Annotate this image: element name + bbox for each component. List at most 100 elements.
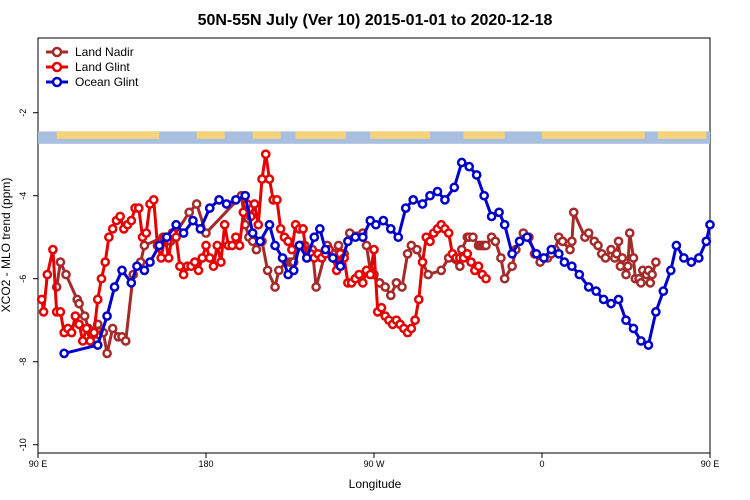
point-land-nadir-63 bbox=[455, 261, 465, 272]
point-land-nadir-94 bbox=[593, 240, 603, 251]
point-land-glint-102 bbox=[417, 257, 428, 267]
point-land-glint-43 bbox=[197, 253, 208, 263]
point-land-glint-14 bbox=[89, 327, 99, 338]
point-ocean-glint-46 bbox=[432, 186, 443, 197]
point-land-nadir-114 bbox=[647, 269, 657, 280]
land-ocean-strip bbox=[38, 131, 710, 144]
point-ocean-glint-24 bbox=[277, 253, 288, 263]
legend-land-glint-marker bbox=[51, 61, 63, 73]
point-land-glint-109 bbox=[443, 228, 454, 238]
point-land-nadir-104 bbox=[623, 261, 633, 272]
point-ocean-glint-34 bbox=[343, 236, 353, 247]
y-ticks: -2 -4 -6 -8 -10 bbox=[18, 109, 38, 451]
point-land-nadir-105 bbox=[624, 228, 635, 238]
point-ocean-glint-29 bbox=[309, 232, 320, 243]
point-ocean-glint-41 bbox=[393, 232, 404, 243]
point-land-nadir-61 bbox=[436, 265, 447, 276]
point-land-glint-91 bbox=[376, 302, 387, 313]
point-ocean-glint-16 bbox=[214, 195, 224, 205]
point-ocean-glint-0 bbox=[59, 348, 69, 359]
point-ocean-glint-70 bbox=[613, 294, 624, 305]
point-ocean-glint-33 bbox=[335, 261, 346, 272]
point-ocean-glint-36 bbox=[357, 232, 368, 243]
point-ocean-glint-74 bbox=[643, 340, 654, 350]
point-ocean-glint-83 bbox=[705, 219, 715, 230]
point-land-glint-52 bbox=[231, 232, 241, 243]
point-ocean-glint-73 bbox=[636, 336, 646, 346]
point-land-glint-42 bbox=[193, 265, 204, 276]
point-land-nadir-103 bbox=[621, 269, 631, 280]
point-ocean-glint-59 bbox=[531, 248, 542, 259]
point-land-nadir-113 bbox=[645, 278, 656, 288]
strip-land-3 bbox=[295, 131, 346, 139]
point-ocean-glint-7 bbox=[139, 265, 150, 276]
point-land-nadir-102 bbox=[617, 253, 628, 263]
point-land-nadir-31 bbox=[273, 265, 284, 276]
point-land-nadir-20 bbox=[184, 207, 195, 218]
point-land-glint-57 bbox=[249, 199, 260, 209]
point-land-glint-24 bbox=[126, 215, 137, 226]
point-land-glint-86 bbox=[357, 278, 368, 288]
point-land-glint-37 bbox=[175, 261, 185, 272]
point-land-glint-70 bbox=[298, 224, 308, 234]
point-land-glint-51 bbox=[227, 240, 237, 251]
point-land-nadir-76 bbox=[499, 273, 510, 284]
x-tick-label-2: 90 W bbox=[363, 459, 385, 469]
point-land-glint-8 bbox=[66, 327, 77, 338]
point-ocean-glint-35 bbox=[350, 232, 361, 243]
point-ocean-glint-75 bbox=[651, 307, 661, 317]
series-layer bbox=[36, 149, 715, 359]
strip-land-1 bbox=[196, 131, 225, 139]
point-land-nadir-30 bbox=[270, 282, 280, 292]
point-land-glint-44 bbox=[201, 240, 211, 251]
series-land-glint bbox=[36, 149, 491, 346]
x-axis-title: Longitude bbox=[349, 477, 402, 491]
point-ocean-glint-44 bbox=[417, 199, 428, 209]
point-ocean-glint-47 bbox=[440, 195, 450, 205]
point-ocean-glint-55 bbox=[499, 219, 510, 230]
point-ocean-glint-82 bbox=[701, 236, 712, 247]
point-ocean-glint-67 bbox=[591, 286, 601, 296]
point-land-glint-66 bbox=[283, 236, 293, 247]
point-ocean-glint-78 bbox=[671, 240, 682, 251]
point-land-glint-54 bbox=[238, 207, 249, 218]
point-land-glint-46 bbox=[208, 261, 219, 272]
point-land-glint-3 bbox=[48, 244, 58, 255]
point-land-nadir-100 bbox=[613, 236, 624, 247]
point-ocean-glint-28 bbox=[301, 253, 312, 263]
point-land-glint-49 bbox=[219, 219, 230, 230]
point-ocean-glint-64 bbox=[567, 261, 577, 272]
point-land-nadir-45 bbox=[333, 240, 344, 251]
point-ocean-glint-56 bbox=[507, 248, 517, 259]
point-land-nadir-74 bbox=[490, 236, 501, 247]
point-ocean-glint-61 bbox=[546, 244, 557, 255]
point-land-nadir-56 bbox=[397, 282, 407, 292]
point-land-glint-63 bbox=[272, 195, 282, 205]
point-land-glint-58 bbox=[253, 219, 264, 230]
point-land-glint-16 bbox=[96, 273, 107, 284]
point-land-nadir-109 bbox=[636, 278, 646, 288]
point-land-nadir-59 bbox=[412, 244, 422, 255]
chart-title: 50N-55N July (Ver 10) 2015-01-01 to 2020… bbox=[198, 12, 553, 29]
point-land-nadir-21 bbox=[191, 199, 202, 209]
point-land-nadir-60 bbox=[423, 269, 433, 280]
point-ocean-glint-10 bbox=[161, 232, 172, 243]
strip-land-0 bbox=[56, 131, 160, 139]
point-land-nadir-87 bbox=[557, 236, 568, 247]
point-land-glint-21 bbox=[115, 211, 125, 222]
point-land-nadir-5 bbox=[79, 311, 90, 321]
point-land-glint-5 bbox=[55, 307, 66, 317]
y-tick-label-4: -10 bbox=[18, 438, 28, 451]
point-land-glint-99 bbox=[406, 323, 417, 334]
point-land-nadir-77 bbox=[507, 261, 517, 272]
point-land-glint-34 bbox=[163, 253, 174, 263]
x-tick-label-0: 90 E bbox=[29, 459, 48, 469]
point-ocean-glint-18 bbox=[231, 195, 241, 205]
point-land-nadir-11 bbox=[107, 323, 118, 334]
point-land-nadir-96 bbox=[600, 253, 611, 263]
point-ocean-glint-80 bbox=[686, 257, 697, 267]
point-land-glint-88 bbox=[365, 269, 376, 280]
point-ocean-glint-72 bbox=[628, 323, 639, 334]
point-ocean-glint-22 bbox=[264, 219, 275, 230]
point-land-nadir-2 bbox=[61, 269, 71, 280]
